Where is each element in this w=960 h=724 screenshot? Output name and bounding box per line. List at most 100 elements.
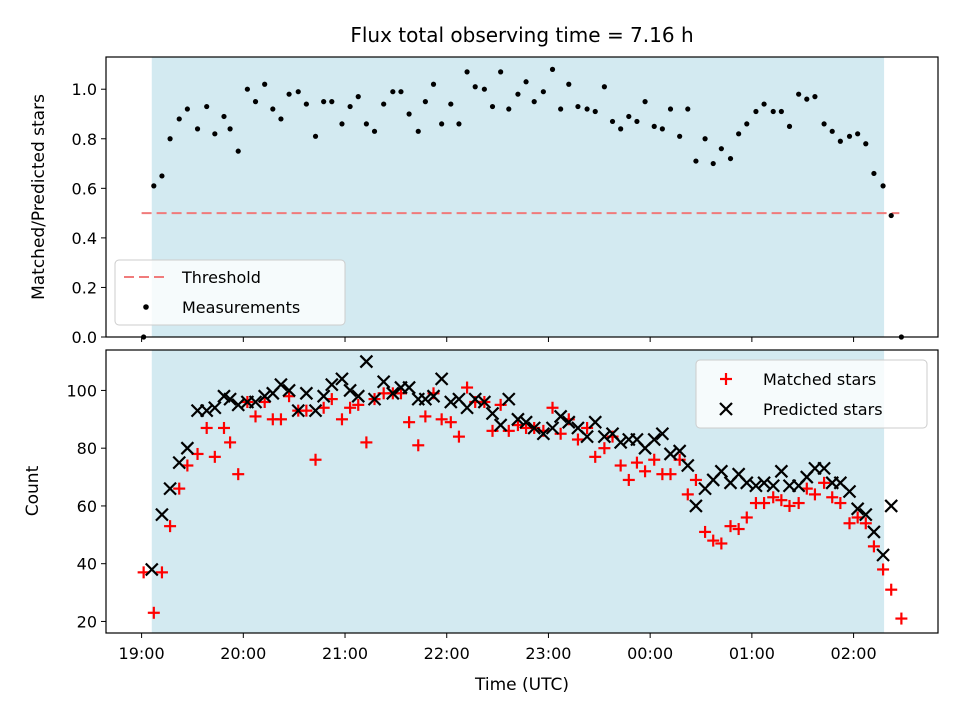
measurement-point [804,96,810,102]
predicted-star-point [308,403,323,418]
measurement-point [262,81,268,87]
bottom-x-axis: 19:00 20:00 21:00 22:00 23:00 00:00 01:00 02:00 [119,633,877,663]
predicted-star-point [867,525,881,539]
top-panel: 0.0 0.2 0.4 0.6 0.8 1.0 Matched/Predicted sta… [29,56,939,347]
measurement-point [566,81,572,87]
matched-star-point [895,612,908,625]
predicted-star-point [519,415,533,429]
bottom-y-axis: 20 40 60 80 100 [66,381,106,631]
matched-star-point [274,413,287,426]
measurement-point [685,106,691,112]
measurement-point [667,106,674,112]
matched-star-point [444,416,457,429]
predicted-star-point [493,418,508,432]
y-tick-label: 0.6 [72,179,97,198]
predicted-star-point [282,383,296,398]
predicted-star-point [553,409,568,424]
top-y-axis-label: Matched/Predicted stars [29,94,49,300]
y-tick-label: 0.4 [72,229,97,248]
top-legend: Threshold Measurements [114,259,346,326]
measurement-point [744,121,750,127]
top-legend-box [114,259,346,326]
matched-star-point [859,517,872,530]
measurement-point [821,121,827,127]
measurement-point [659,126,665,132]
matched-star-point [419,410,432,423]
matched-star-point [300,404,313,417]
measurement-point [252,99,259,105]
predicted-star-point [351,389,366,403]
legend-predicted-label: Predicted stars [763,400,883,419]
measurement-point [363,121,369,127]
measurement-point [221,113,227,120]
matched-star-point [571,433,584,446]
predicted-star-point [842,484,857,499]
measurement-point [286,91,292,97]
measurement-point [710,160,716,167]
matched-star-point [581,421,594,434]
predicted-star-point [299,386,314,401]
measurement-point [415,128,421,134]
measurement-point [176,116,182,122]
predicted-star-point [774,464,789,479]
predicted-star-point [545,421,560,435]
top-y-axis: 0.0 0.2 0.4 0.6 0.8 1.0 [72,80,106,347]
matched-star-point [502,424,515,437]
matched-star-point [486,424,499,437]
matched-star-point [217,421,230,434]
measurement-point [430,81,437,87]
measurement-point [312,133,319,139]
matched-star-point [792,497,805,510]
matched-star-point [249,410,262,423]
matched-star-point [208,450,221,463]
measurement-point [837,138,843,144]
y-tick-label: 0.2 [72,278,97,297]
measurement-point [761,101,767,107]
measurement-point [786,123,793,129]
predicted-star-point [325,377,339,392]
matched-star-point [344,401,357,414]
predicted-star-point [316,389,331,403]
measurement-point [880,183,886,189]
measurement-point [871,170,877,177]
matched-star-point [147,606,160,619]
measurement-point [235,148,241,154]
measurement-point [422,99,428,105]
predicted-star-point [588,415,603,429]
predicted-star-point [511,412,525,427]
legend-measurements-label: Measurements [182,298,300,317]
measurement-point [464,69,470,75]
predicted-star-point [597,429,612,444]
predicted-star-point [343,383,357,398]
matched-star-point [155,566,168,579]
measurement-point [888,212,894,219]
x-tick-label: 22:00 [424,644,470,663]
measurement-point [159,173,165,179]
measurement-point [439,121,445,127]
x-tick-label: 19:00 [119,644,165,663]
predicted-star-point [444,395,458,409]
measurement-point [523,79,529,85]
matched-star-point [715,537,728,550]
predicted-star-point [223,392,237,406]
measurement-point [796,91,802,97]
y-tick-label: 1.0 [72,80,97,99]
measurement-point [167,136,173,142]
measurement-point [634,118,640,125]
measurement-point [381,101,387,107]
x-tick-label: 21:00 [322,644,368,663]
measurement-point [303,101,309,107]
matched-star-point [614,459,627,472]
predicted-star-point [144,562,159,577]
measurement-point [812,94,818,100]
matched-star-point [412,439,425,452]
measurement-point [778,108,784,115]
x-tick-label: 20:00 [220,644,266,663]
predicted-star-point [749,478,763,493]
measurement-point [753,108,759,115]
measurement-point [702,136,708,142]
predicted-star-point [477,395,492,409]
predicted-star-point [172,455,187,470]
predicted-star-point [291,403,306,418]
